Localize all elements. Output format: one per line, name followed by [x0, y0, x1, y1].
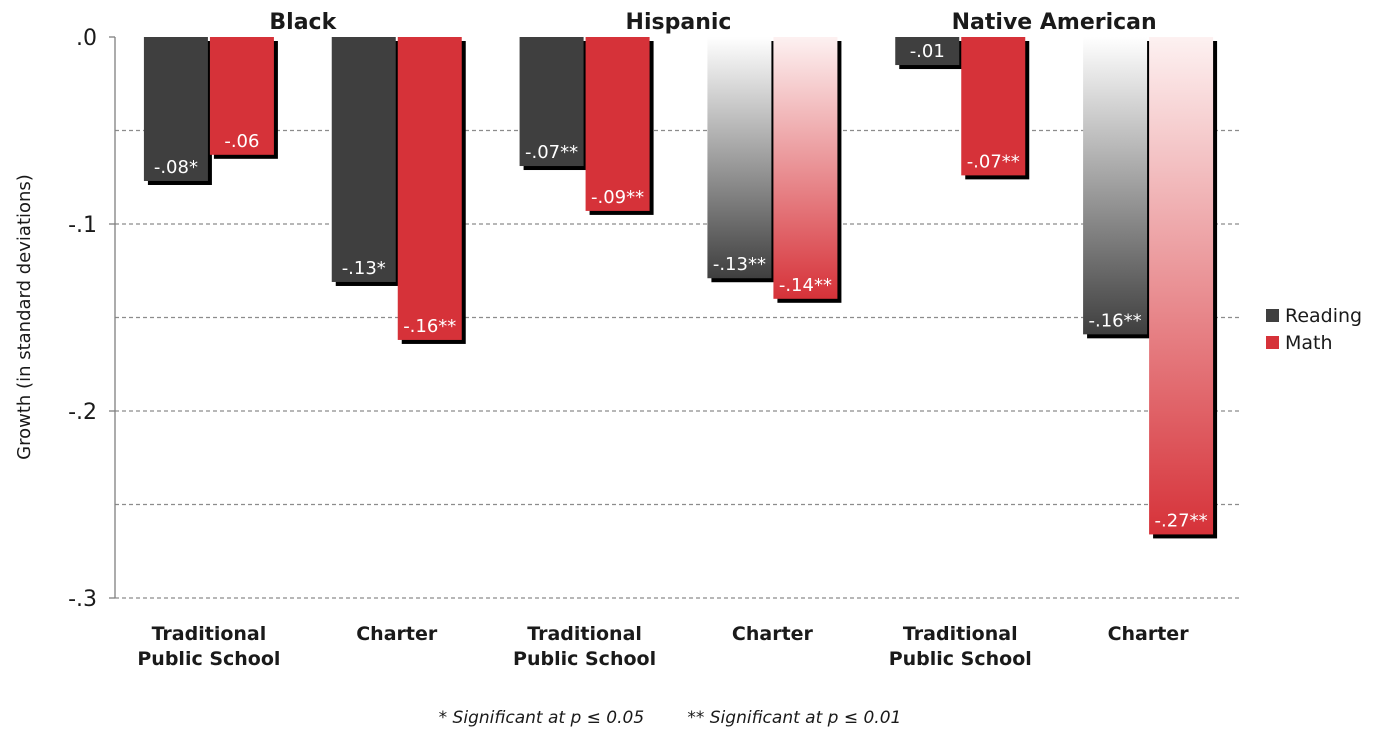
- bar-math: [397, 37, 462, 340]
- bar-value-label: -.07**: [967, 151, 1020, 172]
- bar-reading: [1083, 37, 1148, 335]
- significance-footnote: * Significant at p ≤ 0.05 ** Significant…: [439, 708, 902, 728]
- bar-reading: [895, 37, 960, 66]
- bar-value-label: -.06: [224, 131, 259, 152]
- bar-value-label: -.01: [910, 41, 945, 62]
- category-label: Traditional: [527, 623, 642, 645]
- category-label: Public School: [889, 648, 1032, 670]
- bar-value-label: -.16**: [403, 316, 456, 337]
- legend-swatch-math: [1266, 336, 1279, 349]
- category-label: Traditional: [152, 623, 267, 645]
- y-axis-label: Growth (in standard deviations): [14, 174, 35, 460]
- group-title: Black: [269, 10, 337, 35]
- bar-math: [209, 37, 274, 155]
- bar-value-label: -.27**: [1155, 510, 1208, 531]
- y-axis-ticks: .0 -.1 -.2 -.3: [68, 26, 115, 612]
- category-label: Public School: [137, 648, 280, 670]
- legend-swatch-reading: [1266, 309, 1279, 322]
- y-tick-label: -.3: [68, 587, 97, 612]
- bar-math: [773, 37, 838, 299]
- bar-value-labels: -.08* -.06 -.13* -.16** -.07** -.09** -.13** -.…: [154, 41, 1208, 531]
- legend-label-math: Math: [1285, 332, 1333, 354]
- category-label: Charter: [356, 623, 438, 645]
- bar-math: [585, 37, 650, 211]
- bar-reading: [707, 37, 772, 279]
- category-label: Traditional: [903, 623, 1018, 645]
- bar-value-label: -.09**: [591, 187, 644, 208]
- bar-math: [961, 37, 1026, 176]
- y-tick-label: .0: [76, 26, 97, 51]
- group-title: Hispanic: [626, 10, 732, 35]
- bar-reading: [143, 37, 208, 181]
- group-titles: Black Hispanic Native American: [269, 10, 1156, 35]
- bars: [143, 37, 1218, 539]
- bar-value-label: -.07**: [525, 142, 578, 163]
- category-label: Charter: [1108, 623, 1190, 645]
- bar-reading: [331, 37, 396, 282]
- bar-reading: [519, 37, 584, 167]
- y-tick-label: -.1: [68, 213, 97, 238]
- category-labels: Traditional Public School Charter Tradition…: [137, 623, 1189, 670]
- category-label: Public School: [513, 648, 656, 670]
- group-title: Native American: [952, 10, 1157, 35]
- y-tick-label: -.2: [68, 400, 97, 425]
- bar-value-label: -.13**: [713, 254, 766, 275]
- bar-value-label: -.14**: [779, 275, 832, 296]
- legend-label-reading: Reading: [1285, 305, 1362, 327]
- legend: Reading Math: [1266, 305, 1362, 354]
- category-label: Charter: [732, 623, 814, 645]
- bar-value-label: -.13*: [342, 258, 386, 279]
- bar-value-label: -.16**: [1089, 310, 1142, 331]
- bar-math: [1149, 37, 1214, 535]
- gridlines: [115, 129, 1242, 599]
- bar-value-label: -.08*: [154, 157, 198, 178]
